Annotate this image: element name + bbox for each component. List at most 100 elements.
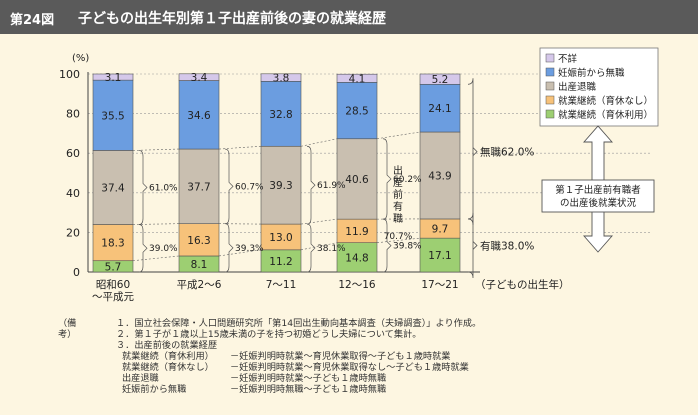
bar-value-label: 13.0	[269, 232, 292, 244]
bar-segment	[260, 145, 302, 225]
bar-value-label: 37.7	[187, 181, 210, 193]
definition-text: －妊娠判明時就業～育児休業取得～子ども１歳時就業	[230, 351, 451, 362]
bar-value-label: 17.1	[428, 250, 451, 262]
definition-label: 就業継続（育休なし）	[122, 362, 214, 373]
bar-value-label: 28.5	[345, 106, 368, 118]
bar-value-label: 24.1	[428, 103, 451, 115]
legend-box	[539, 47, 659, 127]
connector-line	[218, 145, 262, 150]
brace	[224, 148, 234, 225]
legend-label: 出産退職	[558, 81, 597, 93]
vertical-label-char: 産	[393, 176, 403, 189]
brace	[306, 223, 316, 273]
bar-segment	[92, 73, 134, 81]
definition-label: 就業継続（育休利用）	[122, 351, 214, 362]
brace	[382, 218, 392, 273]
legend-label: 就業継続（育休利用）	[558, 109, 653, 121]
bar-segment	[336, 73, 378, 83]
right-brace	[467, 78, 478, 225]
y-tick-label: 60	[66, 147, 80, 160]
y-tick-label: 20	[66, 226, 80, 239]
bar-value-label: 32.8	[269, 109, 292, 121]
brace-pct-label: 60.7%	[235, 182, 264, 192]
connector-line	[132, 255, 180, 262]
y-unit-label: (%)	[72, 53, 89, 64]
bar-segment	[419, 237, 461, 273]
bar-value-label: 37.4	[101, 182, 125, 194]
legend-label: 妊娠前から無職	[558, 67, 625, 79]
bar-segment	[260, 81, 302, 147]
brace-pct-label: 39.0%	[149, 244, 178, 254]
arrow-label-text: の出産後就業状況	[560, 197, 637, 209]
bar-value-label: 14.8	[345, 252, 368, 264]
brace	[306, 145, 316, 225]
x-tick-label: 平成2〜6	[177, 279, 222, 291]
definition-label: 出産退職	[122, 373, 159, 384]
y-tick-label: 0	[73, 266, 80, 279]
bar-segment	[336, 138, 378, 220]
bar-value-label: 5.7	[105, 261, 122, 273]
bar-value-label: 11.2	[269, 256, 292, 268]
note-item: ２．第１子が１歳以上15歳未満の子を持つ初婚どうし夫婦について集計。	[116, 329, 422, 340]
arrow-label-text: 第１子出産前有職者	[555, 184, 641, 196]
legend-label: 不詳	[558, 53, 578, 65]
bar-value-label: 3.8	[273, 73, 290, 85]
x-tick-label: 12〜16	[338, 279, 376, 291]
definition-text: －妊娠判明時無職～子ども１歳時無職	[230, 384, 387, 395]
x-tick-label: 〜平成元	[92, 291, 134, 303]
legend-swatch	[545, 67, 555, 77]
bar-value-label: 5.2	[432, 74, 449, 86]
bar-segment	[92, 150, 134, 225]
bar-value-label: 9.7	[432, 224, 449, 236]
legend-swatch	[545, 95, 555, 105]
bar-value-label: 4.1	[349, 73, 366, 85]
bar-value-label: 39.3	[269, 180, 292, 192]
bar-value-label: 43.9	[428, 170, 451, 182]
legend-label: 就業継続（育休なし）	[558, 95, 653, 107]
bar-value-label: 34.6	[187, 110, 211, 122]
note-item: １．国立社会保障・人口問題研究所「第14回出生動向基本調査（夫婦調査）」より作成…	[116, 318, 482, 329]
bar-value-label: 11.9	[345, 226, 368, 238]
arrow-label-box	[541, 179, 655, 213]
right-brace-label: 有職38.0%	[480, 239, 534, 252]
stacked-bar-chart: 0 20 40 60 80 100 (%) 5.7 18.3 37.4 35.5 3.1 8.1 16.3…	[59, 47, 659, 303]
brace-pct-label: 38.1%	[317, 244, 346, 254]
bar-segment	[178, 73, 220, 81]
legend-swatch	[545, 81, 555, 91]
y-tick-label: 80	[66, 108, 80, 121]
connector-line	[300, 218, 338, 225]
x-tick-label: 昭和60	[96, 279, 130, 291]
bar-value-label: 3.4	[191, 72, 208, 84]
brace	[224, 223, 234, 273]
vertical-label-char: 前	[393, 188, 403, 201]
brace-pct-label: 60.2%	[393, 175, 422, 185]
vertical-label-char: 職	[393, 213, 403, 225]
note-item: ３．出産前後の就業経歴	[116, 340, 218, 351]
y-tick-label: 100	[59, 68, 80, 81]
right-brace-label: 無職62.0%	[480, 146, 534, 159]
bar-value-label: 16.3	[187, 235, 210, 247]
vertical-label-pct: 70.7%	[384, 232, 413, 242]
x-tick-label: 7〜11	[266, 279, 297, 291]
definition-text: －妊娠判明時就業～育児休業取得なし～子ども１歳時就業	[230, 362, 469, 373]
connector-line	[218, 249, 262, 257]
title-bar: 第24図 子どもの出生年別第１子出産前後の妻の就業経歴	[0, 0, 698, 34]
bar-value-label: 8.1	[191, 259, 208, 271]
brace-pct-label: 39.8%	[393, 242, 422, 252]
bar-segment	[92, 79, 134, 151]
bar-segment	[260, 73, 302, 82]
bar-segment	[178, 148, 220, 224]
x-tick-label: 17〜21	[421, 279, 458, 291]
vertical-label-char: 出	[393, 164, 403, 177]
brace	[138, 150, 148, 225]
definition-text: －妊娠判明時就業～子ども１歳時無職	[230, 373, 387, 384]
page-title: 子どもの出生年別第１子出産前後の妻の就業経歴	[78, 11, 386, 27]
connector-line	[300, 138, 338, 147]
bar-segment	[419, 73, 461, 85]
bar-segment	[178, 223, 220, 257]
brace-pct-label: 61.0%	[149, 183, 178, 193]
figure-tag: 第24図	[10, 13, 55, 28]
bar-value-label: 35.5	[101, 110, 124, 122]
definition-label: 妊娠前から無職	[122, 384, 187, 395]
vertical-label-char: 有	[393, 200, 403, 213]
